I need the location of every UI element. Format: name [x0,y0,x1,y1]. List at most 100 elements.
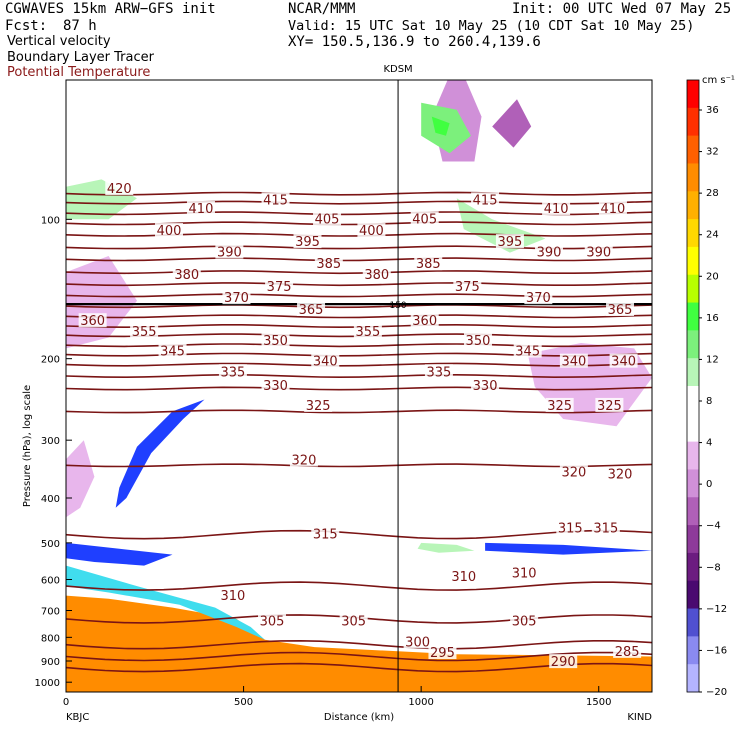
colorbar-label: −16 [706,645,727,656]
isentrope-380 [66,282,652,287]
isentrope-label: 320 [561,465,586,480]
colorbar-label: 20 [706,271,719,282]
colorbar-label: 8 [706,396,712,407]
y-tick-label: 1000 [35,678,60,689]
colorbar-swatch [687,191,699,220]
isentrope-label-bg [130,323,159,338]
isentrope-label-bg [549,654,578,669]
updraft-blue-mid [66,542,173,566]
colorbar-label: 24 [706,230,719,241]
field-potential-temperature: Potential Temperature [7,65,151,80]
isentrope-label: 320 [292,454,317,469]
isentrope-label: 385 [316,257,341,272]
colorbar-swatch [687,441,699,470]
colorbar-swatch [687,386,699,415]
colorbar-label: −8 [706,562,721,573]
isentrope-label: 350 [263,334,288,349]
isentrope-label-bg [218,588,247,603]
isentrope-label-bg [261,377,290,392]
endpoint-right: KIND [627,712,652,723]
isentrope-label-bg [314,256,343,271]
isentrope-label: 355 [355,325,380,340]
isentrope-label: 315 [593,521,618,536]
y-tick-label: 800 [41,633,60,644]
isentrope-335 [66,373,652,379]
isentrope-label: 390 [537,246,562,261]
shading-layer [66,80,652,692]
isentrope-label: 330 [263,379,288,394]
isentrope-label-bg [357,223,386,238]
isentrope-label: 325 [597,399,622,414]
colorbar-swatch [687,302,699,331]
y-tick-label: 700 [41,606,60,617]
isentrope-label-bg [158,343,187,358]
isentrope-label: 340 [313,355,338,370]
isentrope-label: 390 [217,246,242,261]
isentrope-label-bg [471,192,500,207]
isentrope-label: 370 [224,291,249,306]
isentrope-325 [66,409,652,414]
isentrope-label: 410 [601,202,626,217]
isentrope-label: 410 [189,202,214,217]
isentrope-label: 315 [558,521,583,536]
isentrope-350 [66,343,652,348]
model-title: CGWAVES 15km ARW−GFS init [5,1,216,17]
endpoint-left: KBJC [66,712,89,723]
plot-frame [65,79,653,693]
isentrope-label-bg [463,332,492,347]
updraft-blue-right [485,542,652,555]
isentrope-label: 380 [364,268,389,283]
isentrope-label-bg [261,332,290,347]
colorbar-label: 16 [706,313,719,324]
axis-layer: KDSM 0 500 1000 1500 100 200 300 400 500 600 700 800… [22,64,652,723]
isentrope-label-bg [606,302,635,317]
colorbar-swatch [687,135,699,164]
isentrope-label-bg [293,234,322,249]
xy-range: XY= 150.5,136.9 to 260.4,139.6 [288,34,541,50]
isentrope-label: 310 [451,570,476,585]
y-tick-label: 400 [41,494,60,505]
colorbar-label: 28 [706,188,719,199]
isentrope-label: 340 [561,355,586,370]
colorbar-label: −20 [706,687,727,698]
updraft-green-2 [431,116,450,136]
isentrope-420 [66,191,652,196]
isentrope-label-bg [545,397,574,412]
isentrope-label: 345 [515,345,540,360]
isentrope-330 [66,386,652,391]
isentrope-label: 310 [221,589,246,604]
isentrope-label: 405 [412,212,437,227]
isentrope-label-bg [414,256,443,271]
colorbar-swatch [687,80,699,109]
x-axis-label: Distance (km) [324,712,394,723]
isentrope-label: 375 [267,280,292,295]
isentrope-label: 355 [132,325,157,340]
isentrope-label: 315 [313,528,338,543]
isentrope-label-bg [339,613,368,628]
colorbar-swatch [687,525,699,554]
field-vertical-velocity: Vertical velocity [7,34,111,49]
downdraft-purple-5 [66,256,137,349]
isentrope-label: 305 [260,615,285,630]
isentrope-label-bg [609,353,638,368]
isentrope-label: 410 [544,202,569,217]
isentrope-label-bg [403,634,432,649]
isentrope-320 [66,463,652,468]
colorbar-swatch [687,219,699,248]
isentrope-label: 395 [498,235,523,250]
isentrope-label-bg [215,244,244,259]
colorbar-swatch [687,107,699,137]
isentrope-label: 370 [526,291,551,306]
isentrope-label: 340 [611,355,636,370]
valid-time: Valid: 15 UTC Sat 10 May 25 (10 CDT Sat … [288,18,695,34]
isentrope-340 [66,362,652,367]
colorbar-label: 32 [706,147,719,158]
isentrope-label: 360 [412,314,437,329]
isentrope-label-bg [297,302,326,317]
isentrope-label: 380 [174,268,199,283]
isentrope-label: 390 [586,246,611,261]
isentrope-label-bg [510,613,539,628]
isentrope-label-bg [289,452,318,467]
isentrope-label-bg [556,520,585,535]
field-bl-tracer: Boundary Layer Tracer [7,50,154,65]
